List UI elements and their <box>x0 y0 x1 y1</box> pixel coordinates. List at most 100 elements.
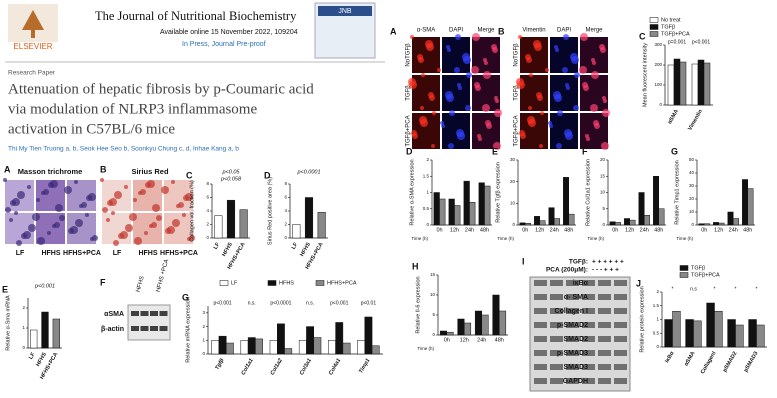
x-tick-label: 24h <box>465 227 474 233</box>
blot-band <box>550 364 563 370</box>
micrograph-detail <box>539 144 543 148</box>
y-tick-label: 1.5 <box>653 303 660 308</box>
bar <box>624 218 630 226</box>
micrograph-detail <box>591 58 595 62</box>
micrograph-detail <box>437 68 441 72</box>
y-tick-label: 1 <box>202 337 205 342</box>
label: HFHS <box>138 250 157 257</box>
micrograph-detail <box>100 178 104 182</box>
micrograph-detail <box>455 34 461 40</box>
label: DAPI <box>557 28 571 34</box>
y-tick-label: 0 <box>432 332 435 337</box>
label: A <box>390 26 397 36</box>
y-axis-label: Relative protein expression <box>639 286 645 352</box>
micrograph-detail <box>102 207 108 213</box>
panel-letter: H <box>412 261 419 271</box>
micrograph-detail <box>156 215 162 221</box>
label: TGFβ <box>406 85 412 101</box>
x-tick-label: 48h <box>564 227 573 233</box>
legend-swatch <box>315 280 325 286</box>
bar <box>218 335 227 355</box>
bar <box>548 207 555 226</box>
x-tick-label: 12h <box>450 227 459 233</box>
bar <box>713 222 719 226</box>
y-axis-label: Relative mRNA expression <box>185 297 191 362</box>
x-tick-label: Col3a1 <box>299 358 313 377</box>
y-axis-label: Relative α-SMA expression <box>409 159 415 225</box>
bar <box>446 331 454 336</box>
x-tick-label: 24h <box>729 227 738 233</box>
bar <box>747 188 754 226</box>
y-tick-label: 1 <box>426 190 429 195</box>
journal-title: The Journal of Nutritional Biochemistry <box>95 9 297 23</box>
x-tick-label: 0h <box>522 227 528 233</box>
x-tick-label: 0h <box>612 227 618 233</box>
bar <box>673 58 681 106</box>
y-tick-label: 10 <box>600 190 606 195</box>
micrograph-detail <box>178 202 184 208</box>
x-tick-label: LF <box>213 241 222 250</box>
label: B <box>100 164 107 174</box>
label: HFHS +PCA <box>156 259 171 293</box>
legend-swatch <box>219 280 229 286</box>
micrograph-detail <box>32 213 40 221</box>
y-tick-label: 20 <box>510 179 516 184</box>
cover-title: JNB <box>338 8 352 15</box>
blot-band <box>598 294 611 300</box>
bar <box>703 62 711 106</box>
micrograph-detail <box>14 211 18 215</box>
bar <box>629 219 636 226</box>
label: TGFβ: <box>569 259 588 266</box>
x-tick-label: 0h <box>444 337 450 343</box>
x-tick-label: Timp1 <box>358 358 371 375</box>
blot-band <box>534 322 547 328</box>
micrograph-detail <box>109 198 117 206</box>
blot-band <box>614 364 627 370</box>
panel-letter: E <box>2 284 8 294</box>
micrograph-detail <box>421 73 425 77</box>
label: TGFβ+PCA <box>406 115 412 146</box>
y-tick-label: 4 <box>284 208 287 213</box>
x-tick-label: 24h <box>550 227 559 233</box>
bar <box>240 340 249 355</box>
significance: n.s <box>690 286 697 292</box>
y-tick-label: 3 <box>202 310 205 315</box>
micrograph-detail <box>457 83 461 87</box>
section: Research Paper <box>8 70 56 77</box>
legend-swatch <box>267 280 277 286</box>
micrograph-detail <box>120 231 128 239</box>
bar <box>448 198 455 226</box>
y-tick-label: 8 <box>284 181 287 186</box>
label: Merge <box>477 28 495 34</box>
blot-band <box>566 350 579 356</box>
bar <box>214 215 223 239</box>
x-tick-label: 24h <box>477 337 486 343</box>
x-tick-label: 48h <box>495 337 504 343</box>
micrograph-detail <box>185 193 193 201</box>
bar <box>727 319 736 348</box>
x-tick-label: Col4a1 <box>328 358 342 377</box>
panel-letter: G <box>671 146 678 156</box>
label: TGFβ+PCA <box>514 115 520 146</box>
micrograph-detail <box>59 215 65 221</box>
bar <box>371 345 380 355</box>
blot-band <box>598 364 611 370</box>
micrograph-detail <box>55 204 63 212</box>
y-tick-label: 0 <box>659 102 662 107</box>
micrograph-detail <box>446 45 450 49</box>
y-tick-label: 20 <box>689 196 695 201</box>
y-tick-label: 0 <box>22 345 25 350</box>
micrograph-detail <box>43 189 49 195</box>
y-tick-label: 4 <box>206 208 209 213</box>
micrograph-detail <box>599 44 605 50</box>
micrograph-detail <box>564 129 572 137</box>
micrograph-detail <box>585 134 589 138</box>
micrograph-detail <box>125 224 133 232</box>
bar <box>469 202 476 226</box>
blot-band <box>131 311 139 316</box>
blot-band <box>534 294 547 300</box>
micrograph-detail <box>456 129 464 137</box>
bar <box>342 342 351 355</box>
significance: p<0.001 <box>692 39 710 45</box>
label: α-SMA <box>417 28 435 34</box>
